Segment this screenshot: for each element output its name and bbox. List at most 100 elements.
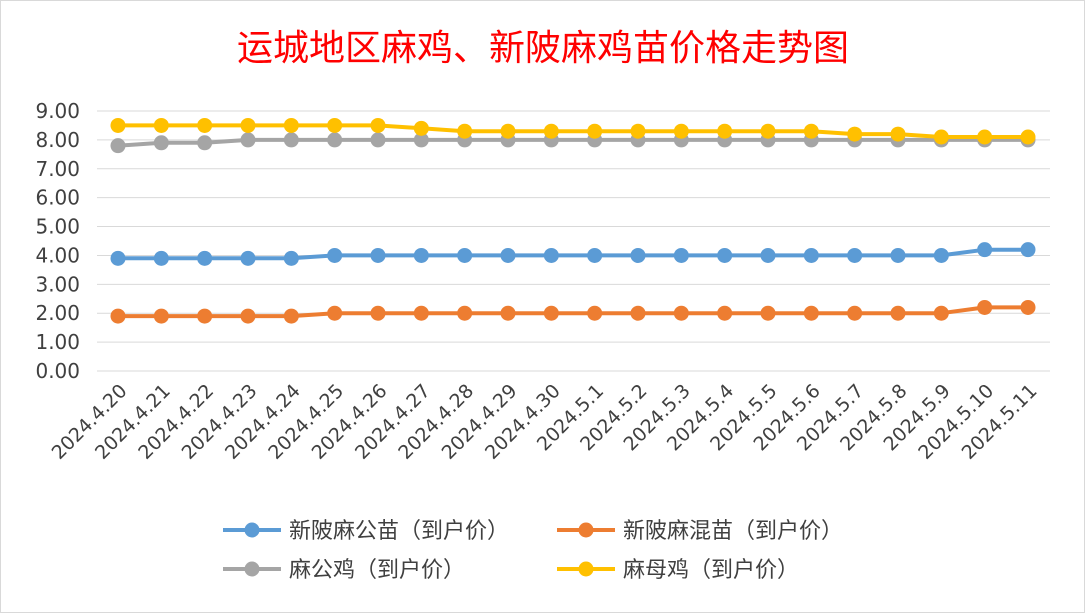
data-point — [673, 247, 689, 263]
data-point — [890, 305, 906, 321]
data-point — [457, 247, 473, 263]
legend-item: 新陂麻混苗（到户价） — [557, 519, 843, 544]
data-point — [760, 123, 776, 139]
x-axis-ticks: 2024.4.202024.4.212024.4.222024.4.232024… — [48, 380, 1042, 464]
series-3 — [110, 117, 1036, 145]
data-point — [1020, 129, 1036, 145]
data-point — [760, 247, 776, 263]
data-point — [630, 123, 646, 139]
y-tick-label: 3.00 — [35, 272, 80, 296]
series-1 — [110, 299, 1036, 324]
legend-item: 麻公鸡（到户价） — [223, 558, 465, 583]
data-point — [847, 305, 863, 321]
data-point — [153, 135, 169, 151]
data-point — [283, 308, 299, 324]
series-2 — [110, 132, 1036, 154]
grid-lines — [97, 110, 1050, 372]
data-point — [240, 250, 256, 266]
data-point — [630, 247, 646, 263]
legend-label: 麻公鸡（到户价） — [289, 558, 465, 583]
data-point — [717, 123, 733, 139]
data-point — [1020, 299, 1036, 315]
data-point — [933, 247, 949, 263]
data-point — [110, 308, 126, 324]
legend: 新陂麻公苗（到户价） 新陂麻混苗（到户价） 麻公鸡（到户价） 麻母鸡（到户价） — [223, 519, 843, 583]
data-point — [587, 123, 603, 139]
data-point — [977, 242, 993, 258]
data-point — [153, 308, 169, 324]
data-point — [760, 305, 776, 321]
data-point — [370, 247, 386, 263]
data-point — [500, 247, 516, 263]
data-point — [543, 123, 559, 139]
data-point — [803, 305, 819, 321]
data-point — [283, 117, 299, 133]
y-tick-label: 9.00 — [35, 99, 80, 123]
series-line — [117, 137, 1028, 148]
data-point — [413, 305, 429, 321]
y-tick-label: 4.00 — [35, 243, 80, 267]
data-point — [717, 247, 733, 263]
y-tick-label: 2.00 — [35, 301, 80, 325]
y-axis-ticks: 0.00 1.00 2.00 3.00 4.00 5.00 6.00 7.00 8.00 9.00 — [35, 99, 80, 383]
series-layer — [110, 117, 1036, 324]
data-point — [197, 117, 213, 133]
chart-title: 运城地区麻鸡、新陂麻鸡苗价格走势图 — [237, 28, 849, 69]
legend-marker — [244, 561, 260, 577]
legend-label: 新陂麻混苗（到户价） — [623, 519, 843, 544]
data-point — [413, 120, 429, 136]
data-point — [197, 250, 213, 266]
legend-marker — [578, 522, 594, 538]
data-point — [847, 247, 863, 263]
legend-label: 新陂麻公苗（到户价） — [289, 519, 509, 544]
data-point — [370, 305, 386, 321]
legend-marker — [244, 522, 260, 538]
series-0 — [110, 242, 1036, 266]
data-point — [803, 123, 819, 139]
series-line — [118, 247, 1028, 261]
y-tick-label: 5.00 — [35, 215, 80, 239]
data-point — [1020, 242, 1036, 258]
y-tick-label: 6.00 — [35, 186, 80, 210]
data-point — [933, 305, 949, 321]
data-point — [500, 123, 516, 139]
data-point — [977, 299, 993, 315]
legend-label: 麻母鸡（到户价） — [623, 558, 799, 583]
y-tick-label: 8.00 — [35, 128, 80, 152]
data-point — [153, 250, 169, 266]
data-point — [413, 132, 429, 148]
legend-marker — [578, 561, 594, 577]
data-point — [110, 117, 126, 133]
data-point — [457, 123, 473, 139]
series-line — [118, 305, 1028, 319]
data-point — [413, 247, 429, 263]
data-point — [197, 135, 213, 151]
data-point — [847, 126, 863, 142]
data-point — [240, 132, 256, 148]
data-point — [327, 117, 343, 133]
data-point — [977, 129, 993, 145]
data-point — [240, 308, 256, 324]
y-tick-label: 7.00 — [35, 157, 80, 181]
data-point — [890, 247, 906, 263]
legend-item: 新陂麻公苗（到户价） — [223, 519, 509, 544]
data-point — [283, 250, 299, 266]
legend-item: 麻母鸡（到户价） — [557, 558, 799, 583]
data-point — [197, 308, 213, 324]
data-point — [803, 247, 819, 263]
data-point — [543, 305, 559, 321]
data-point — [543, 247, 559, 263]
data-point — [890, 126, 906, 142]
data-point — [153, 117, 169, 133]
data-point — [370, 132, 386, 148]
y-tick-label: 1.00 — [35, 330, 80, 354]
data-point — [110, 138, 126, 154]
data-point — [630, 305, 646, 321]
data-point — [587, 305, 603, 321]
data-point — [327, 305, 343, 321]
data-point — [500, 305, 516, 321]
data-point — [587, 247, 603, 263]
data-point — [717, 305, 733, 321]
data-point — [933, 129, 949, 145]
data-point — [327, 132, 343, 148]
